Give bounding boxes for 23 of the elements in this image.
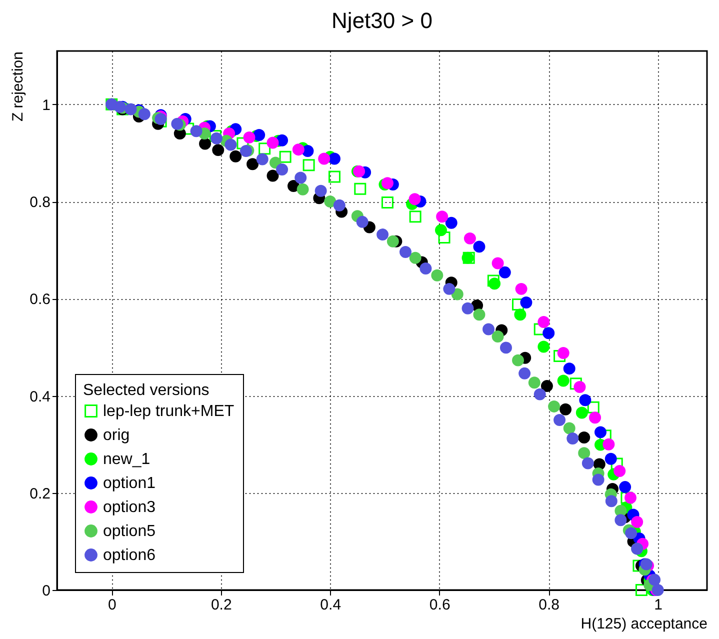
legend-label: new_1	[103, 451, 150, 468]
x-tick-label: 0.8	[538, 596, 560, 614]
x-tick-label: 0.2	[210, 596, 232, 614]
y-tick-label: 1	[42, 96, 50, 114]
x-axis-title: H(125) acceptance	[580, 616, 708, 632]
y-tick-label: 0	[42, 582, 50, 600]
x-tick-label: 0.6	[429, 596, 450, 614]
legend-label: option3	[103, 499, 156, 516]
legend-label: option1	[103, 475, 156, 492]
y-tick-label: 0.8	[30, 194, 50, 212]
legend-label: option5	[103, 523, 156, 540]
legend-title: Selected versions	[83, 382, 210, 399]
legend-label: option6	[103, 547, 156, 564]
y-axis-title: Z rejection	[10, 52, 27, 122]
x-tick-label: 0.4	[320, 596, 342, 614]
y-tick-label: 0.6	[30, 291, 50, 308]
y-tick-label: 0.2	[30, 485, 50, 502]
x-tick-label: 0	[108, 596, 116, 614]
y-tick-label: 0.4	[30, 388, 50, 406]
chart-title: Njet30 > 0	[332, 8, 432, 33]
x-tick-label: 1	[654, 596, 663, 614]
legend-label: lep-lep trunk+MET	[103, 403, 234, 420]
legend-label: orig	[103, 427, 130, 444]
